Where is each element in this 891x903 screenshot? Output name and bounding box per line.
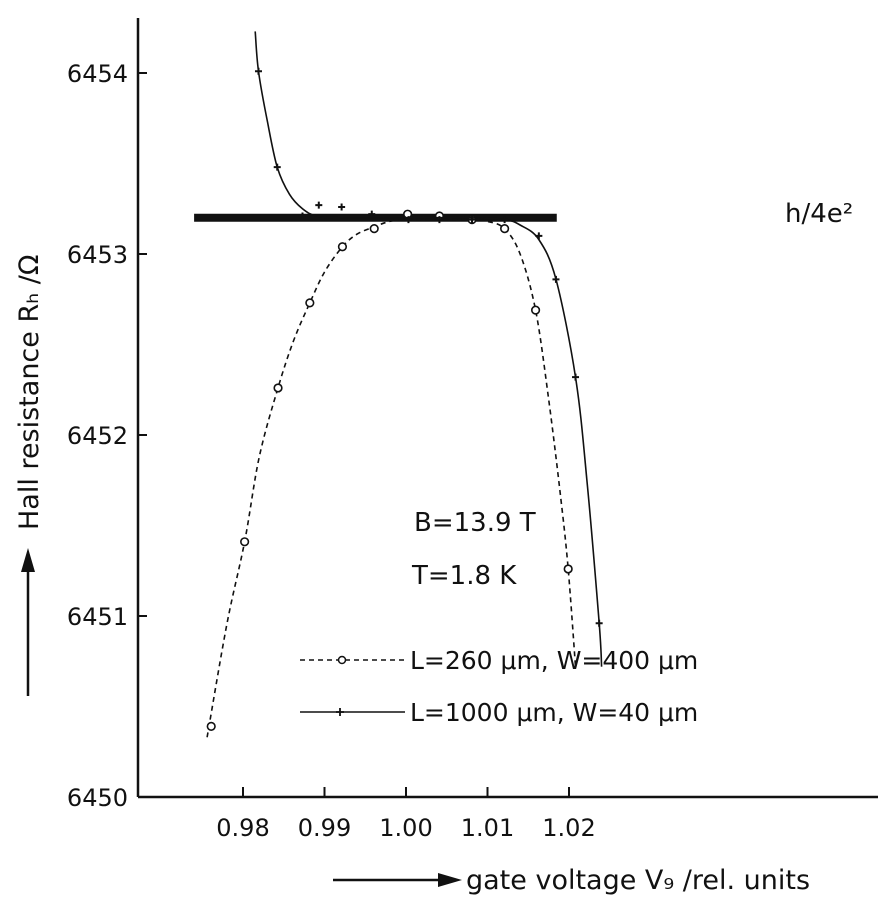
legend-marker-series-1 <box>337 655 347 665</box>
x-tick-label: 1.00 <box>379 814 432 842</box>
legend: L=260 μm, W=400 μm L=1000 μm, W=40 μm <box>300 646 698 727</box>
x-ticks: 0.98 0.99 1.00 1.01 1.02 <box>216 787 596 842</box>
series-2-point <box>315 201 323 209</box>
y-tick-label: 6451 <box>67 603 128 631</box>
series-1-point <box>206 721 216 732</box>
series-2-point <box>368 210 376 218</box>
x-axis-arrowhead-icon <box>438 873 462 887</box>
x-tick-label: 0.99 <box>298 814 351 842</box>
series-2-point <box>595 619 603 627</box>
series-2-point <box>404 216 412 224</box>
x-axis-title: gate voltage V₉ /rel. units <box>333 865 810 896</box>
annotation-field: B=13.9 T <box>414 508 536 538</box>
x-tick-label: 1.01 <box>461 814 514 842</box>
series-layer <box>206 31 603 738</box>
series-2-point <box>254 67 262 75</box>
y-axis-arrowhead-icon <box>21 548 35 572</box>
y-axis-title: Hall resistance Rₕ /Ω <box>14 255 45 696</box>
y-tick-label: 6454 <box>67 60 128 88</box>
series-1-point <box>530 305 541 315</box>
annotation-temperature: T=1.8 K <box>411 561 517 591</box>
y-tick-label: 6452 <box>67 422 128 450</box>
series-1-point <box>305 298 315 308</box>
x-tick-label: 0.98 <box>216 814 269 842</box>
x-axis-label: gate voltage V₉ /rel. units <box>466 865 810 896</box>
series-2-point <box>273 163 281 171</box>
series-2-point <box>572 373 580 381</box>
legend-marker-series-2 <box>336 708 344 716</box>
series-1-point <box>500 224 510 234</box>
series-2 <box>254 31 603 667</box>
series-1-point <box>240 537 250 547</box>
y-tick-label: 6453 <box>67 241 128 269</box>
legend-label-series-1: L=260 μm, W=400 μm <box>410 646 698 675</box>
y-tick-label: 6450 <box>67 784 128 812</box>
series-1-point <box>563 564 573 574</box>
series-1-line <box>206 218 577 738</box>
series-2-point <box>535 232 543 240</box>
legend-label-series-2: L=1000 μm, W=40 μm <box>410 698 698 727</box>
reference-line-label: h/4e² <box>785 199 853 229</box>
series-2-point <box>501 216 509 224</box>
series-2-point <box>552 275 560 283</box>
series-1-point <box>369 224 379 234</box>
series-2-point <box>298 212 306 220</box>
series-1-point <box>337 242 348 252</box>
x-tick-label: 1.02 <box>542 814 595 842</box>
series-2-point <box>435 216 443 224</box>
series-2-point <box>338 203 346 211</box>
y-ticks: 6450 6451 6452 6453 6454 <box>67 60 147 812</box>
series-1-point <box>273 383 283 393</box>
series-2-point <box>468 216 476 224</box>
y-axis-label: Hall resistance Rₕ /Ω <box>14 255 45 530</box>
